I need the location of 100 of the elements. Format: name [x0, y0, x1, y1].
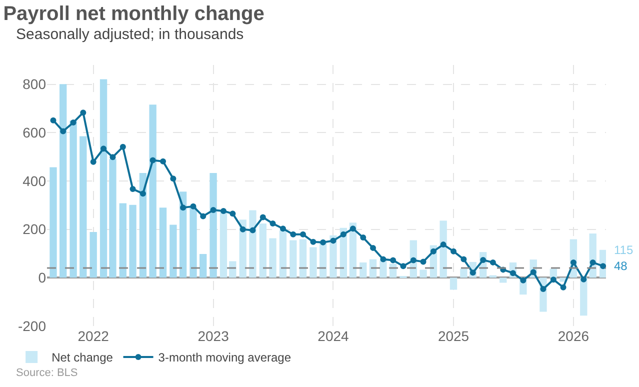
y-tick-label: -200	[18, 318, 46, 334]
chart-subtitle: Seasonally adjusted; in thousands	[16, 26, 244, 43]
point	[220, 208, 226, 214]
bar	[60, 84, 67, 278]
bar	[70, 120, 77, 278]
point	[160, 158, 166, 164]
point	[100, 146, 107, 152]
x-tick-label: 2023	[198, 328, 230, 344]
point	[140, 190, 146, 197]
bar	[440, 220, 447, 278]
point	[370, 244, 376, 251]
point	[250, 227, 256, 234]
point	[340, 231, 346, 238]
bar	[139, 173, 147, 278]
point	[390, 257, 396, 264]
x-tick-label: 2026	[558, 328, 590, 344]
point	[400, 263, 406, 270]
bar	[450, 278, 458, 290]
point	[80, 110, 86, 116]
point	[490, 259, 496, 266]
bar	[220, 212, 228, 278]
point	[410, 257, 416, 264]
bar	[460, 268, 468, 278]
point	[570, 259, 576, 266]
y-tick-label: 800	[22, 76, 46, 92]
bar	[500, 278, 507, 283]
point	[580, 276, 587, 282]
point	[520, 277, 526, 284]
point	[380, 256, 386, 262]
bar	[299, 239, 307, 278]
bar	[179, 192, 187, 278]
point	[190, 203, 196, 210]
point	[180, 204, 186, 211]
point	[350, 226, 356, 232]
bar	[269, 238, 276, 278]
y-tick-label: 400	[22, 172, 46, 189]
y-tick-label: 0	[38, 270, 46, 286]
bar	[229, 261, 236, 278]
point	[320, 239, 326, 246]
point	[230, 210, 236, 217]
point	[270, 220, 276, 227]
bar	[149, 104, 156, 278]
point	[210, 207, 216, 213]
bar	[190, 207, 197, 278]
source-note: Source: BLS	[16, 367, 78, 379]
point	[460, 256, 467, 262]
bar	[170, 224, 177, 278]
bar	[259, 224, 266, 278]
annotation: 115	[614, 243, 634, 257]
bar	[249, 210, 256, 278]
bar	[50, 167, 57, 278]
chart-title: Payroll net monthly change	[3, 2, 264, 25]
point	[420, 258, 426, 265]
bar	[380, 260, 387, 278]
bar	[349, 222, 357, 278]
x-tick-label: 2024	[318, 328, 350, 344]
bar	[159, 208, 167, 278]
bar	[210, 173, 217, 278]
point	[150, 157, 156, 164]
annotation: 48	[614, 259, 628, 273]
point	[290, 231, 296, 238]
point	[330, 238, 336, 244]
x-tick-label: 2025	[438, 328, 470, 344]
bar	[109, 159, 116, 278]
point	[430, 248, 436, 254]
bar	[290, 240, 297, 278]
point	[260, 214, 266, 220]
point	[310, 238, 316, 245]
bar	[200, 254, 207, 278]
bar	[129, 204, 136, 278]
legend-label: 3-month moving average	[158, 350, 292, 365]
point	[200, 213, 206, 220]
point	[530, 269, 536, 276]
bar	[90, 232, 97, 278]
point	[550, 276, 556, 283]
point	[240, 226, 246, 232]
bar	[80, 136, 87, 278]
point	[110, 154, 116, 160]
point	[70, 120, 76, 126]
point	[450, 248, 457, 254]
bar	[119, 203, 126, 278]
point	[600, 263, 606, 270]
x-tick-label: 2022	[78, 328, 110, 344]
point	[60, 128, 66, 134]
point	[170, 176, 176, 182]
point	[300, 231, 306, 238]
bar	[279, 230, 287, 278]
bar	[420, 270, 427, 278]
point	[120, 144, 126, 150]
bar	[310, 247, 317, 278]
bar	[360, 262, 367, 278]
y-tick-label: 600	[22, 124, 46, 141]
point	[590, 259, 596, 266]
y-tick-label: 200	[22, 221, 46, 238]
point	[130, 186, 136, 192]
bar	[100, 79, 108, 278]
bar	[239, 220, 246, 278]
point	[560, 284, 566, 290]
point	[50, 117, 56, 124]
point	[540, 286, 546, 292]
